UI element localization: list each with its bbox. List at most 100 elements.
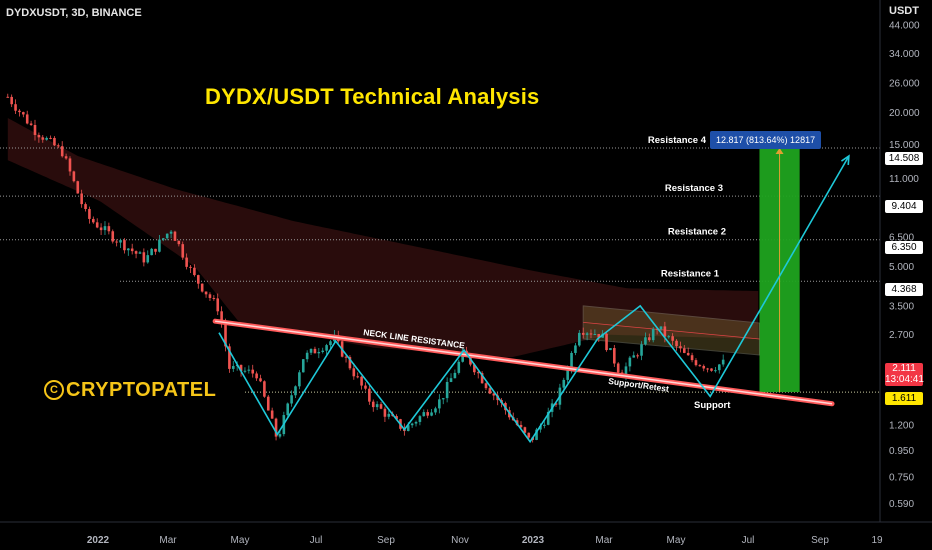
candle-body (185, 257, 188, 267)
candle-body (445, 381, 449, 399)
candle-body (60, 146, 64, 157)
candle-body (298, 372, 301, 387)
time-tick-label: May (667, 535, 686, 546)
candle-body (476, 372, 480, 374)
candle-body (305, 352, 309, 360)
candle-body (216, 298, 220, 312)
pattern-projection-line (218, 155, 850, 444)
price-tick-label: 34.000 (889, 49, 920, 60)
candle-body (519, 424, 523, 428)
time-tick-label: 19 (871, 535, 883, 546)
candle-body (84, 204, 87, 210)
time-tick-label: 2023 (522, 535, 545, 546)
candle-body (25, 114, 29, 124)
candle-body (543, 424, 546, 426)
candle-body (554, 403, 558, 405)
candle-body (562, 379, 566, 388)
candle-body (208, 294, 212, 298)
candle-body (422, 412, 426, 417)
candle-body (92, 218, 95, 223)
current-price-countdown: 13:04:41 (885, 374, 924, 385)
candle-body (14, 104, 17, 111)
target-box (582, 147, 800, 393)
candle-body (286, 403, 290, 416)
candle-body (251, 369, 255, 374)
candle-body (352, 368, 356, 377)
candle-body (690, 355, 694, 361)
candle-body (53, 137, 56, 146)
measure-label: 12.817 (813.64%) 12817 (710, 131, 822, 149)
candle-body (76, 181, 80, 194)
candle-body (480, 373, 484, 384)
logo-mark-icon: C (44, 380, 64, 400)
candle-body (321, 350, 325, 352)
candle-body (33, 124, 37, 135)
candle-body (449, 378, 453, 382)
candle-body (72, 171, 76, 182)
neckline-inner (215, 320, 833, 405)
candle-body (239, 364, 243, 372)
candle-body (438, 399, 441, 409)
level-label: Resistance 3 (665, 183, 723, 194)
candle-body (721, 359, 725, 365)
time-tick-label: Jul (310, 535, 323, 546)
candle-body (177, 240, 181, 245)
candle-body (383, 408, 387, 417)
candle-body (231, 366, 235, 369)
candle-body (142, 252, 146, 263)
candle-body (247, 369, 251, 371)
candle-body (585, 333, 589, 335)
time-tick-label: Jul (742, 535, 755, 546)
candle-body (686, 352, 690, 356)
candle-body (492, 393, 496, 396)
price-tick-label: 0.950 (889, 446, 914, 457)
candle-body (37, 134, 41, 138)
price-tick-label: 2.700 (889, 330, 914, 341)
price-tick-label: 44.000 (889, 20, 920, 31)
symbol-label[interactable]: DYDXUSDT, 3D, BINANCE (6, 7, 142, 19)
candle-body (274, 418, 278, 437)
price-tick-label: 11.000 (889, 174, 919, 185)
candle-body (453, 372, 457, 379)
candle-body (115, 241, 118, 243)
candle-body (714, 370, 717, 372)
candle-body (329, 341, 332, 346)
candle-body (632, 355, 636, 358)
candle-body (29, 123, 33, 125)
candle-body (581, 332, 585, 335)
candle-body (107, 226, 111, 232)
candle-body (636, 355, 639, 357)
candle-body (395, 416, 398, 420)
candle-body (169, 231, 173, 234)
candle-body (204, 291, 208, 295)
candle-body (613, 348, 616, 364)
candle-body (138, 252, 142, 254)
currency-label: USDT (889, 5, 919, 17)
time-tick-label: Nov (451, 535, 469, 546)
candle-body (375, 404, 379, 408)
candle-body (161, 238, 165, 240)
current-price-value: 2.111 (892, 363, 916, 374)
level-label: Resistance 1 (661, 268, 720, 279)
candle-body (589, 333, 593, 335)
candle-body (717, 364, 721, 371)
candle-body (441, 398, 445, 400)
candle-body (640, 344, 643, 356)
candle-body (379, 404, 383, 409)
price-tag-resistance-3: 9.404 (885, 200, 923, 213)
candle-body (111, 231, 115, 242)
candle-body (243, 370, 247, 372)
candle-body (317, 351, 321, 354)
candle-body (80, 193, 83, 205)
candle-body (259, 378, 262, 382)
candle-body (698, 365, 702, 367)
candle-body (49, 137, 52, 139)
chart-title: DYDX/USDT Technical Analysis (205, 84, 540, 109)
candle-body (146, 255, 150, 263)
candle-body (181, 244, 185, 258)
candle-body (410, 423, 414, 426)
candle-body (566, 369, 569, 380)
candle-body (57, 145, 60, 147)
candle-body (220, 311, 223, 324)
